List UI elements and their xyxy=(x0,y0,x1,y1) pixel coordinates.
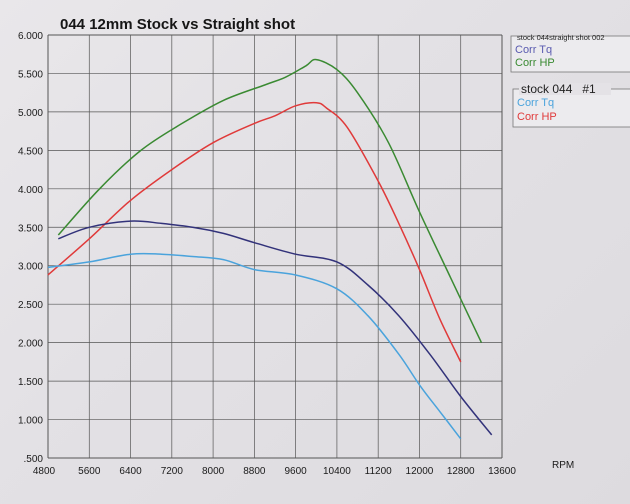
series-lines xyxy=(47,58,493,440)
legend-title-backing xyxy=(519,83,611,95)
x-tick-label: 7200 xyxy=(161,466,184,477)
legend-item-label: Corr HP xyxy=(517,111,557,123)
y-tick-label: 4.000 xyxy=(18,185,43,196)
series-line xyxy=(47,252,462,440)
x-tick-label: 8000 xyxy=(202,466,225,477)
legend-group-title: stock 044straight shot 002 xyxy=(517,33,605,42)
x-tick-label: 5600 xyxy=(78,466,101,477)
series-line xyxy=(47,101,462,363)
x-axis-ticks: 4800 5600 6400 7200 8000 8800 9600 10400 11200 12… xyxy=(33,466,516,477)
y-tick-label: 4.500 xyxy=(18,146,43,157)
series-line xyxy=(57,58,483,343)
y-tick-label: 1.500 xyxy=(18,377,43,388)
x-tick-label: 12000 xyxy=(406,466,434,477)
legend-group-title: stock 044 #1 xyxy=(521,82,596,96)
y-tick-label: 2.000 xyxy=(18,339,43,350)
x-axis-label: RPM xyxy=(552,460,574,471)
legend-item-label: Corr HP xyxy=(515,57,555,69)
legend-item-label: Corr Tq xyxy=(517,97,554,109)
y-tick-label: 3.000 xyxy=(18,262,43,273)
x-tick-label: 12800 xyxy=(447,466,475,477)
x-tick-label: 10400 xyxy=(323,466,351,477)
chart-title: 044 12mm Stock vs Straight shot xyxy=(60,16,295,33)
y-tick-label: 2.500 xyxy=(18,300,43,311)
y-tick-label: 5.000 xyxy=(18,108,43,119)
grid xyxy=(47,34,503,459)
x-tick-label: 9600 xyxy=(285,466,308,477)
y-tick-label: 3.500 xyxy=(18,223,43,234)
y-axis-ticks: 6.000 5.500 5.000 4.500 4.000 3.500 3.000 2.500… xyxy=(18,31,43,465)
x-tick-label: 4800 xyxy=(33,466,56,477)
y-tick-label: 6.000 xyxy=(18,31,43,42)
series-line xyxy=(58,220,493,436)
legend-straight-shot: stock 044straight shot 002 Corr Tq Corr … xyxy=(510,33,630,73)
legend-stock: stock 044 #1 Corr Tq Corr HP xyxy=(512,82,630,128)
x-tick-label: 13600 xyxy=(488,466,516,477)
x-tick-label: 6400 xyxy=(119,466,142,477)
x-tick-label: 8800 xyxy=(243,466,266,477)
y-tick-label: .500 xyxy=(24,454,44,465)
legend-item-label: Corr Tq xyxy=(515,44,552,56)
x-tick-label: 11200 xyxy=(365,466,393,477)
y-tick-label: 1.000 xyxy=(18,416,43,427)
y-tick-label: 5.500 xyxy=(18,69,43,80)
legend-box xyxy=(510,35,630,73)
